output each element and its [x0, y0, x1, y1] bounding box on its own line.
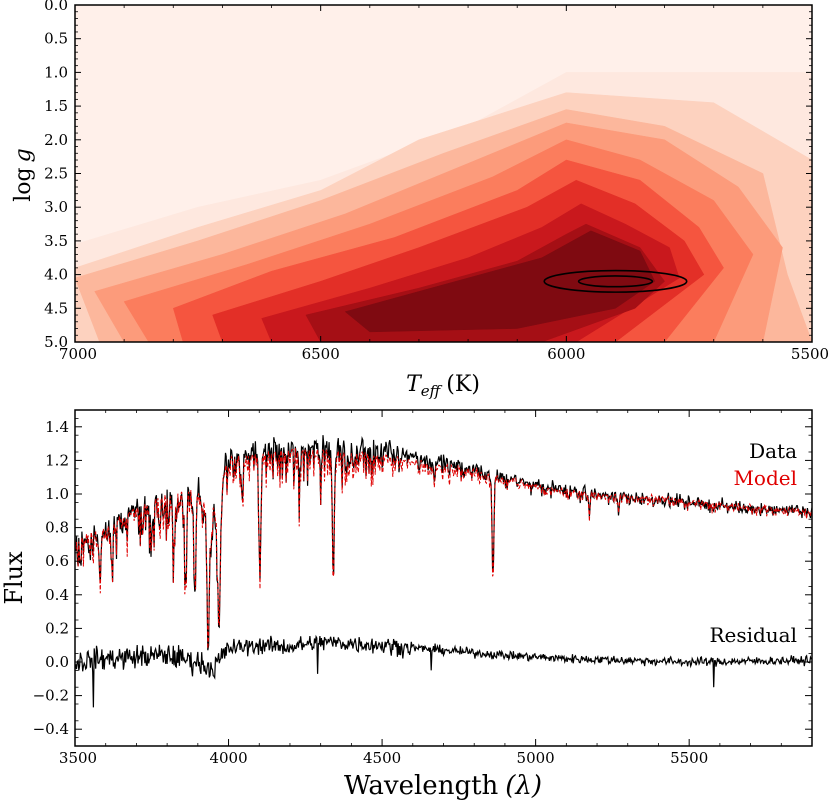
legend-model: Model [733, 466, 797, 490]
bottom-y-tick-label: −0.2 [33, 687, 69, 705]
teff-symbol: T [406, 372, 423, 397]
spectrum-lines [75, 435, 812, 708]
bottom-x-tick-label: 4000 [209, 749, 247, 767]
series-model-line [75, 448, 812, 649]
bottom-x-ticks: 3500 4000 4500 5000 5500 [59, 410, 813, 767]
top-y-tick-label: 4.5 [44, 299, 68, 317]
logg-log: log [11, 167, 36, 201]
bottom-y-tick-label: 0.2 [45, 619, 69, 637]
top-y-tick-label: 3.5 [44, 232, 68, 250]
bottom-y-tick-label: 1.4 [45, 418, 69, 436]
lambda-symbol: (λ) [505, 771, 542, 801]
teff-logg-contour-panel: 7000 6500 6000 5500 0.0 0.5 1.0 1.5 2.0 2.5 3.0 3.… [11, 0, 829, 400]
top-y-ticks: 0.0 0.5 1.0 1.5 2.0 2.5 3.0 3.5 4.0 4.5 5.0 [44, 0, 812, 351]
series-data-line [75, 435, 812, 651]
bottom-x-axis-title: Wavelength (λ) [344, 771, 542, 801]
series-residual-line [75, 634, 812, 708]
bottom-y-tick-label: 0.4 [45, 586, 69, 604]
top-y-tick-label: 0.5 [44, 30, 68, 48]
bottom-x-tick-label: 3500 [59, 749, 97, 767]
spectrum-panel: 3500 4000 4500 5000 5500 −0.4 −0.2 0.0 0.2 0.4 0.… [0, 409, 813, 801]
top-y-tick-label: 4.0 [44, 266, 68, 284]
top-y-tick-label: 1.5 [44, 97, 68, 115]
confidence-ellipse-2 [577, 275, 654, 288]
bottom-x-tick-label: 5000 [517, 749, 555, 767]
top-x-ticks: 7000 6500 6000 5500 [59, 5, 829, 363]
legend-residual: Residual [709, 623, 797, 647]
teff-unit: (K) [446, 372, 480, 397]
top-x-tick-label: 7000 [59, 345, 97, 363]
top-y-tick-label: 0.0 [44, 0, 68, 14]
confidence-ellipse-1 [543, 269, 688, 293]
top-x-tick-label: 5500 [791, 345, 829, 363]
bottom-x-tick-label: 5500 [670, 749, 708, 767]
bottom-y-axis-title: Flux [0, 551, 28, 605]
top-y-tick-label: 3.0 [44, 198, 68, 216]
top-x-axis-title: Teff (K) [406, 372, 480, 400]
bottom-y-tick-label: 1.0 [45, 485, 69, 503]
top-y-tick-label: 2.5 [44, 165, 68, 183]
top-y-axis-title: log g [11, 148, 36, 201]
teff-subscript: eff [421, 382, 443, 400]
contour-level-10 [344, 230, 656, 333]
wavelength-word: Wavelength [344, 771, 499, 801]
confidence-ellipses [543, 269, 688, 293]
bottom-x-tick-label: 4500 [363, 749, 401, 767]
top-y-tick-label: 1.0 [44, 63, 68, 81]
top-y-tick-label: 2.0 [44, 131, 68, 149]
bottom-y-tick-label: 0.8 [45, 519, 69, 537]
top-y-tick-label: 5.0 [44, 333, 68, 351]
logg-var: g [11, 148, 36, 162]
bottom-y-tick-label: 1.2 [45, 451, 69, 469]
top-x-tick-label: 6000 [547, 345, 585, 363]
bottom-y-ticks: −0.4 −0.2 0.0 0.2 0.4 0.6 0.8 1.0 1.2 1.4 [33, 418, 812, 738]
legend-data: Data [749, 439, 797, 463]
bottom-y-tick-label: −0.4 [33, 720, 69, 738]
top-x-tick-label: 6500 [302, 345, 340, 363]
bottom-y-tick-label: 0.6 [45, 552, 69, 570]
bottom-y-tick-label: 0.0 [45, 653, 69, 671]
